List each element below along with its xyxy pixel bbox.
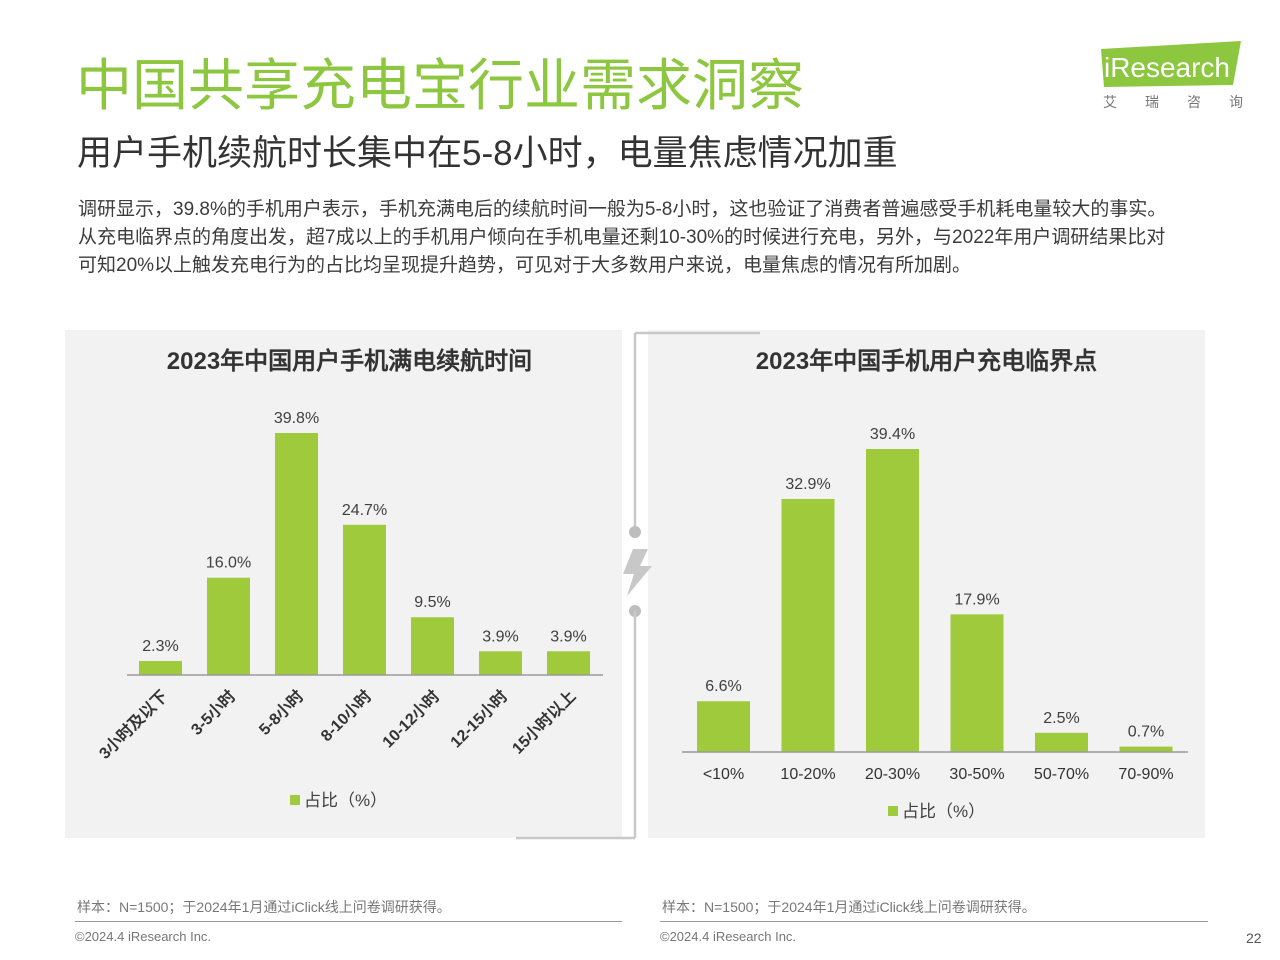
x-tick-label: 3-5小时 <box>188 687 240 739</box>
x-tick-label: 70-90% <box>1118 766 1173 783</box>
data-label: 9.5% <box>414 594 450 611</box>
charge-threshold-bar-chart: 6.6% <10% 32.9% 10-20% 39.4% 20-30% 17.9% 30-50… <box>682 426 1188 821</box>
chart-title: 2023年中国用户手机满电续航时间 <box>166 348 533 375</box>
chart-bar <box>207 577 250 675</box>
copyright: ©2024.4 iResearch Inc. <box>660 929 797 944</box>
footer-rule <box>75 921 622 922</box>
copyright: ©2024.4 iResearch Inc. <box>75 929 212 944</box>
panel-divider <box>516 331 760 840</box>
summary-paragraph: 调研显示，39.8%的手机用户表示，手机充满电后的续航时间一般为5-8小时，这也… <box>78 196 1166 280</box>
charge-threshold-chart-panel: 2023年中国手机用户充电临界点 6.6% <10% 32.9% 10-20% 39.4… <box>648 330 1205 838</box>
chart-title: 2023年中国手机用户充电临界点 <box>755 348 1098 375</box>
page-subtitle: 用户手机续航时长集中在5-8小时，电量焦虑情况加重 <box>77 134 898 173</box>
data-label: 39.8% <box>274 410 319 427</box>
chart-bar <box>1035 732 1088 752</box>
chart-bar <box>547 651 590 675</box>
footer-rule <box>660 921 1208 922</box>
divider-dot <box>629 526 641 538</box>
x-tick-label: 5-8小时 <box>256 687 308 739</box>
x-tick-label: 3小时及以下 <box>96 687 172 763</box>
summary-line: 从充电临界点的角度出发，超7成以上的手机用户倾向在手机电量还剩10-30%的时候… <box>78 227 1166 248</box>
logo-badge-shape <box>1101 41 1241 87</box>
battery-life-bar-chart: 2.3% 3小时及以下 16.0% 3-5小时 39.8% 5-8小时 24.7% 8-10小… <box>96 410 603 810</box>
chart-bar <box>275 433 318 675</box>
data-label: 17.9% <box>954 591 999 608</box>
data-label: 3.9% <box>482 628 518 645</box>
source-note: 样本：N=1500；于2024年1月通过iClick线上问卷调研获得。 <box>662 899 1036 915</box>
data-label: 3.9% <box>550 628 586 645</box>
iresearch-logo: iResearch 艾 瑞 咨 询 <box>1101 41 1243 110</box>
data-label: 2.5% <box>1043 710 1079 727</box>
x-tick-label: 8-10小时 <box>317 687 375 745</box>
legend-label: 占比（%） <box>902 802 985 821</box>
page-title: 中国共享充电宝行业需求洞察 <box>76 54 804 117</box>
x-tick-label: 10-12小时 <box>379 687 443 751</box>
x-tick-label: 20-30% <box>865 766 920 783</box>
x-tick-label: 10-20% <box>780 766 835 783</box>
chart-bar <box>411 617 454 675</box>
logo-chinese-name: 艾 瑞 咨 询 <box>1103 94 1243 110</box>
x-tick-label: 50-70% <box>1034 766 1089 783</box>
chart-bar <box>866 449 919 752</box>
data-label: 24.7% <box>342 502 387 519</box>
data-label: 0.7% <box>1128 724 1164 741</box>
summary-line: 可知20%以上触发充电行为的占比均呈现提升趋势，可见对于大多数用户来说，电量焦虑… <box>78 255 972 276</box>
data-label: 32.9% <box>785 476 830 493</box>
chart-bar <box>139 661 182 675</box>
data-label: 6.6% <box>705 678 741 695</box>
x-tick-label: 30-50% <box>949 766 1004 783</box>
data-label: 16.0% <box>206 555 251 572</box>
summary-line: 调研显示，39.8%的手机用户表示，手机充满电后的续航时间一般为5-8小时，这也… <box>78 199 1167 220</box>
source-note: 样本：N=1500；于2024年1月通过iClick线上问卷调研获得。 <box>77 899 451 915</box>
logo-wordmark: iResearch <box>1104 52 1230 83</box>
legend-swatch <box>290 795 300 805</box>
chart-bar <box>781 498 835 752</box>
data-label: 2.3% <box>142 638 178 655</box>
legend-swatch <box>888 806 898 816</box>
lightning-icon <box>623 549 652 596</box>
chart-bar <box>1119 746 1173 752</box>
x-tick-label: <10% <box>703 766 744 783</box>
page-number: 22 <box>1246 930 1262 946</box>
chart-bar <box>697 701 750 752</box>
data-label: 39.4% <box>870 426 915 443</box>
chart-bar <box>950 614 1004 752</box>
chart-bar <box>343 524 386 675</box>
chart-bar <box>479 651 522 675</box>
battery-life-chart-panel: 2023年中国用户手机满电续航时间 2.3% 3小时及以下 16.0% 3-5小时 39… <box>65 330 622 838</box>
legend-label: 占比（%） <box>304 791 387 810</box>
